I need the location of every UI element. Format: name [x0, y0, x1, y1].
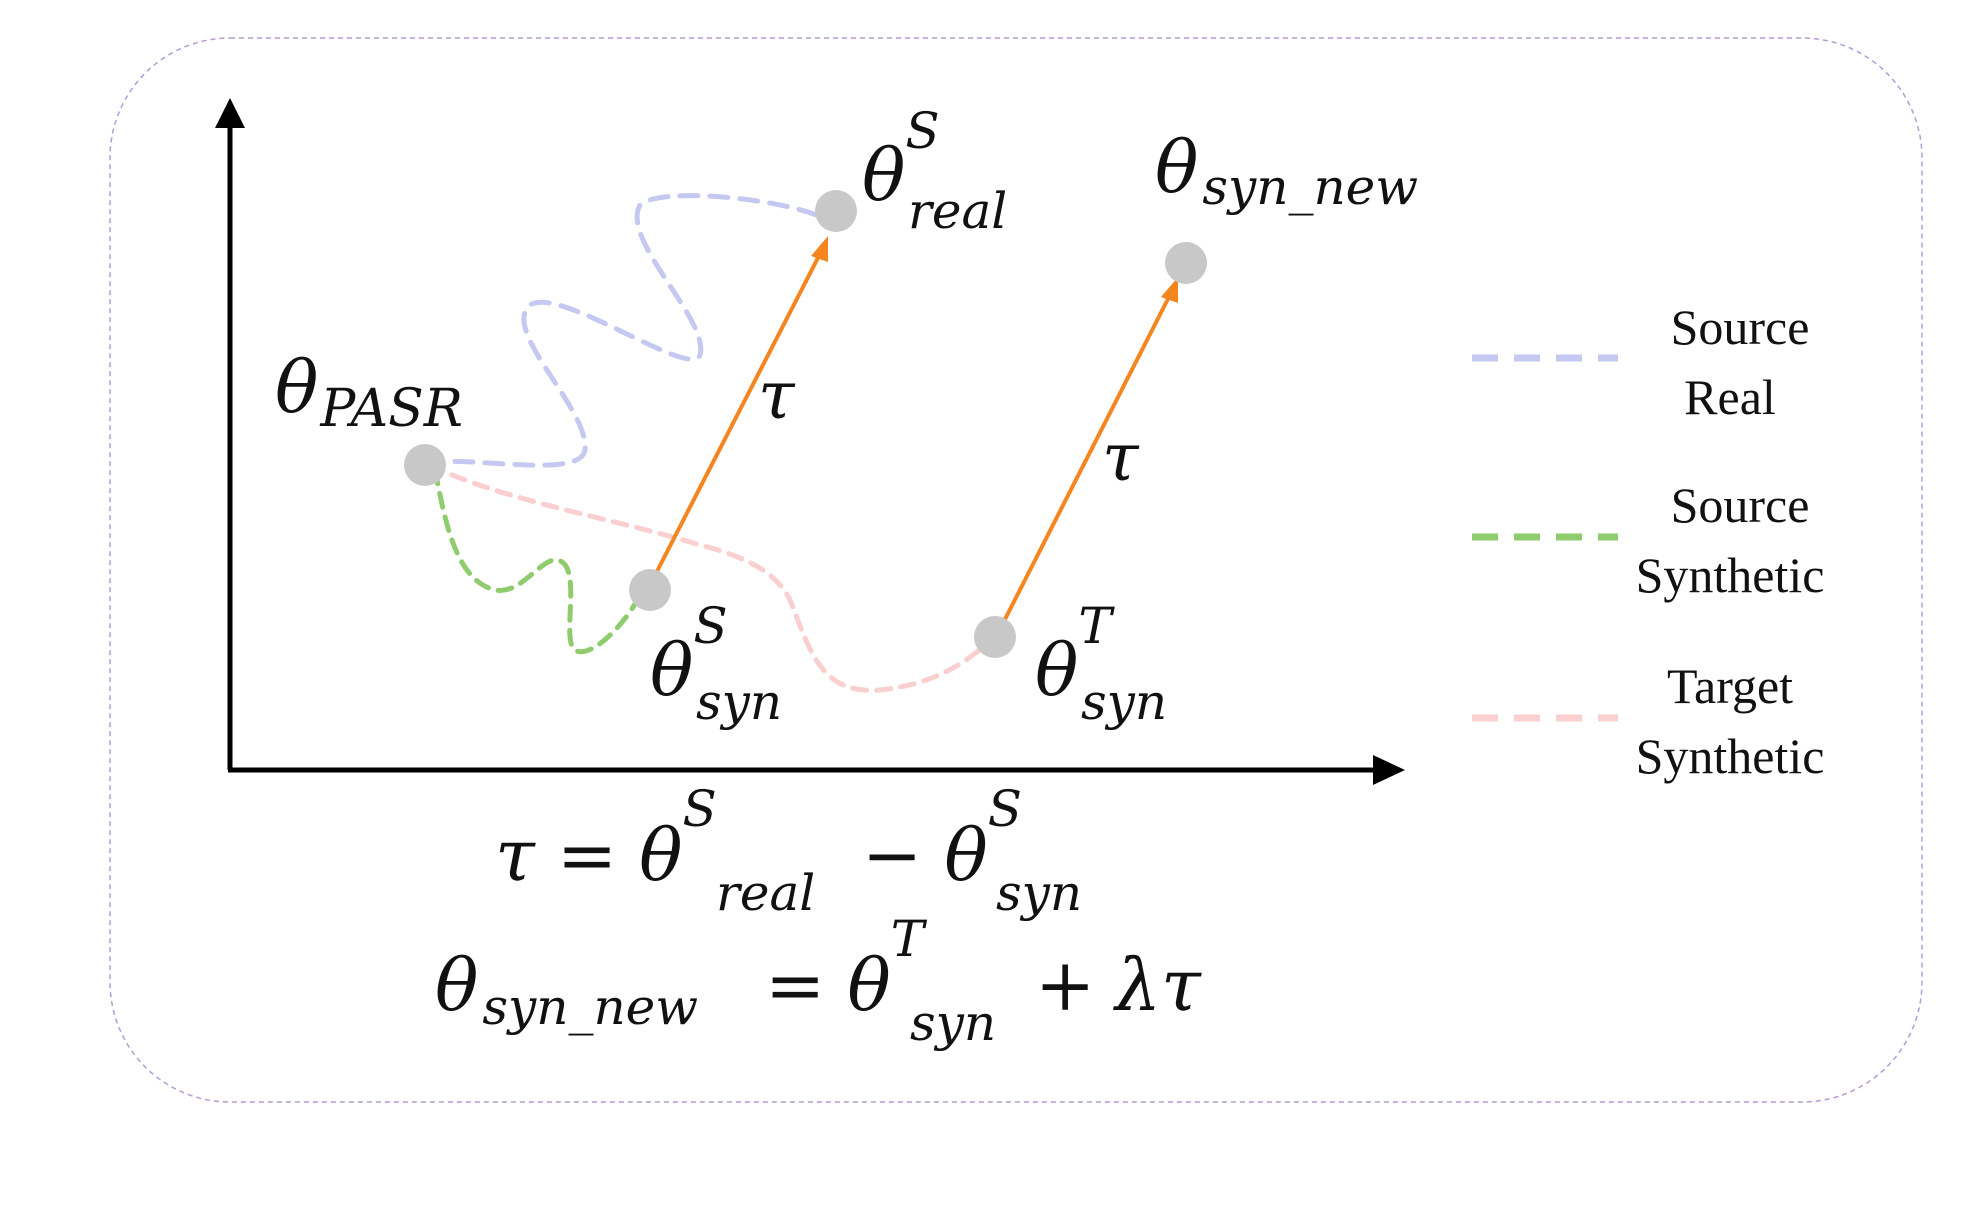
task-vector-arrow-1	[648, 236, 828, 586]
svg-text:Synthetic: Synthetic	[1636, 547, 1825, 603]
label-theta-real-s: θS real	[862, 102, 1007, 240]
point-theta-syn-s	[629, 569, 671, 611]
svg-text:Real: Real	[1684, 369, 1776, 425]
target-synthetic-path	[427, 462, 993, 693]
equation-task-vector: τ = θSreal − θS syn	[495, 780, 1082, 922]
point-theta-pasr	[404, 444, 446, 486]
point-theta-syn-new	[1165, 242, 1207, 284]
svg-text:Target: Target	[1667, 658, 1793, 714]
label-tau-1: τ	[758, 357, 796, 434]
x-axis-arrowhead	[1373, 755, 1405, 785]
label-theta-syn-t: θT syn	[1035, 597, 1167, 731]
point-theta-syn-t	[974, 616, 1016, 658]
task-vector-arrow-2	[995, 277, 1178, 636]
legend-item-source-real: Source Real	[1472, 299, 1809, 425]
label-theta-syn-s: θS syn	[650, 597, 782, 731]
y-axis-arrowhead	[215, 98, 245, 128]
axes	[215, 98, 1405, 785]
source-synthetic-path	[432, 467, 643, 655]
legend-item-source-synthetic: Source Synthetic	[1472, 477, 1824, 603]
legend-item-target-synthetic: Target Synthetic	[1472, 658, 1824, 784]
label-theta-syn-new: θsyn_new	[1155, 125, 1418, 216]
label-theta-pasr: θPASR	[275, 345, 463, 439]
svg-text:Synthetic: Synthetic	[1636, 728, 1825, 784]
point-theta-real-s	[815, 190, 857, 232]
equation-new-model: θsyn_new = θT syn + λτ	[435, 910, 1202, 1052]
diagram-frame	[109, 37, 1923, 1103]
svg-text:Source: Source	[1671, 477, 1810, 533]
legend: Source Real Source Synthetic Target Synt…	[1472, 299, 1824, 784]
label-tau-2: τ	[1102, 419, 1140, 496]
source-real-path	[422, 193, 833, 468]
svg-text:Source: Source	[1671, 299, 1810, 355]
